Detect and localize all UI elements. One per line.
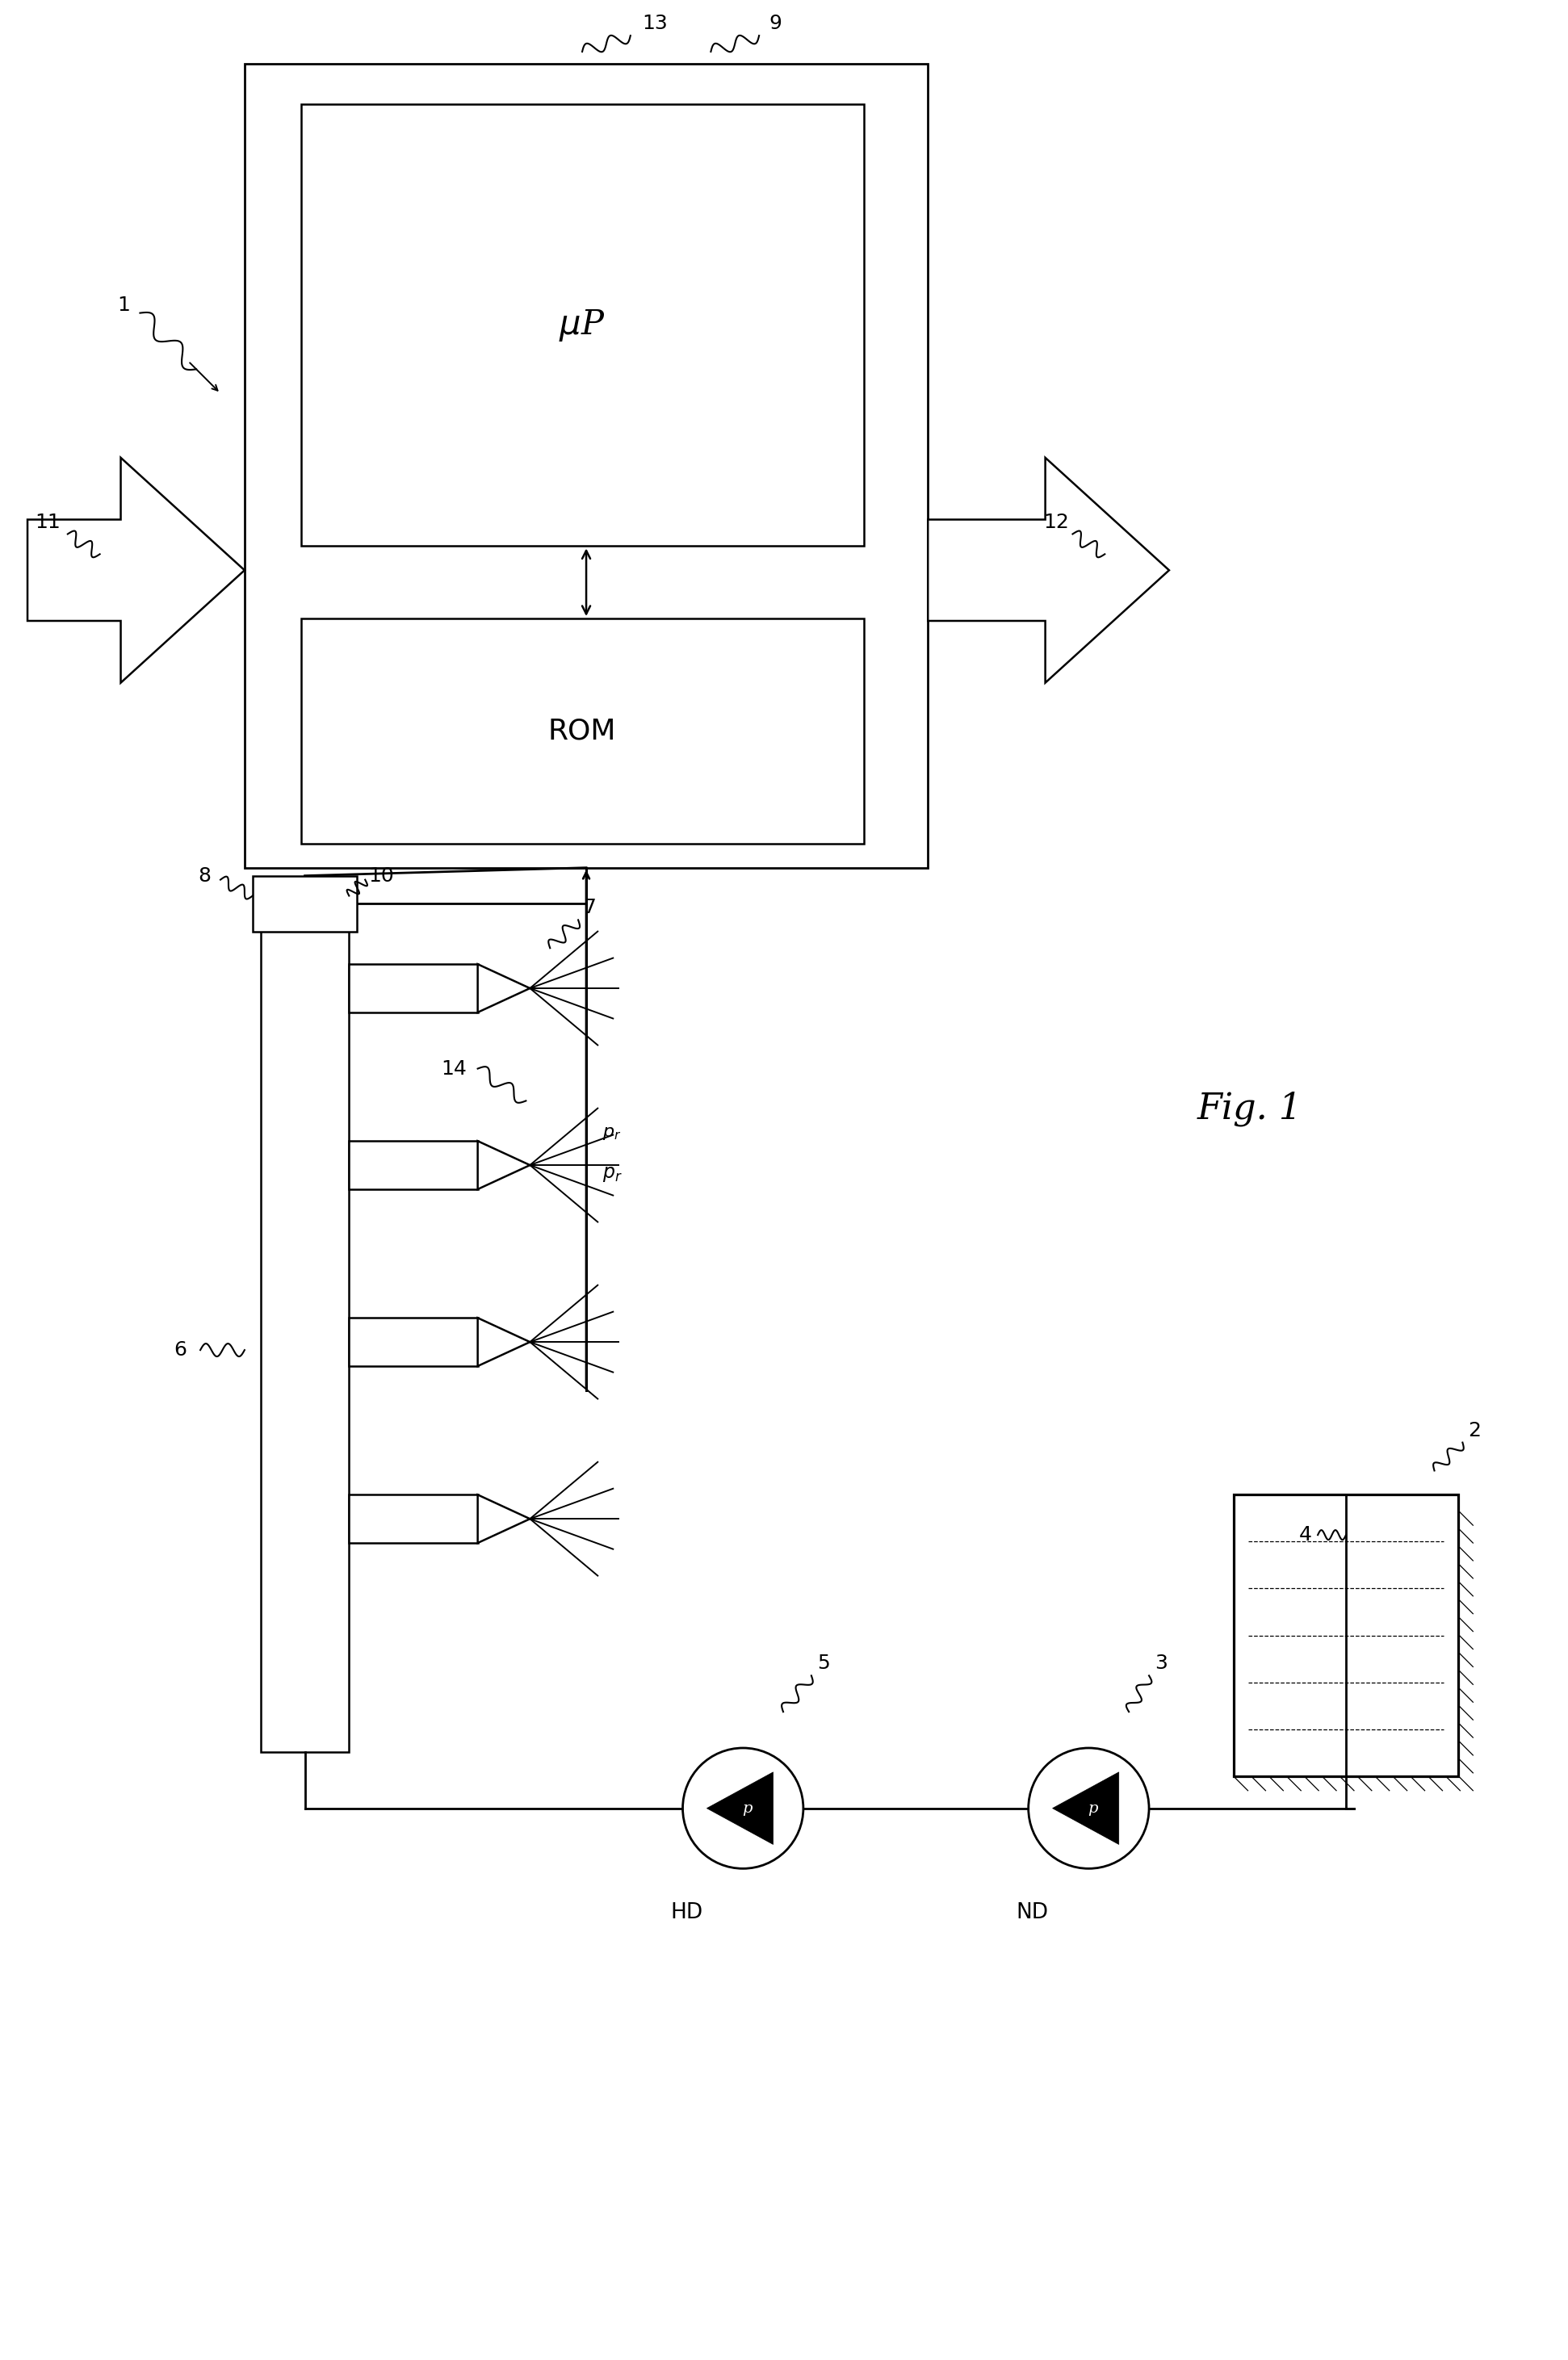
Bar (301, 618, 864, 843)
Text: $p_r$: $p_r$ (602, 1123, 621, 1142)
Circle shape (1029, 1749, 1149, 1869)
Polygon shape (478, 1494, 530, 1543)
Text: p: p (742, 1801, 753, 1815)
Text: 1: 1 (118, 295, 130, 314)
Text: 2: 2 (1468, 1421, 1482, 1440)
Bar (350, 1140, 478, 1189)
Polygon shape (478, 965, 530, 1012)
Bar (252, 876, 358, 932)
Polygon shape (1052, 1772, 1120, 1846)
Text: 11: 11 (34, 512, 61, 531)
Text: 4: 4 (1300, 1525, 1312, 1546)
Bar (350, 965, 478, 1012)
Text: ROM: ROM (549, 717, 616, 746)
Text: 6: 6 (174, 1340, 187, 1359)
Text: Fig. 1: Fig. 1 (1196, 1090, 1301, 1126)
Text: 14: 14 (441, 1060, 466, 1079)
Bar (350, 1317, 478, 1366)
Polygon shape (28, 458, 245, 682)
Polygon shape (478, 1317, 530, 1366)
Text: 13: 13 (641, 14, 668, 33)
Bar (260, 909, 350, 1751)
Text: 3: 3 (1154, 1654, 1168, 1673)
Bar (350, 1494, 478, 1543)
Bar (1234, 1494, 1458, 1777)
Text: p: p (1088, 1801, 1098, 1815)
Polygon shape (707, 1772, 773, 1846)
Text: $p_r$: $p_r$ (602, 1166, 622, 1185)
Polygon shape (928, 458, 1170, 682)
Text: 12: 12 (1044, 512, 1069, 531)
Text: 8: 8 (198, 866, 210, 885)
Text: 9: 9 (768, 14, 781, 33)
Text: $\mu$P: $\mu$P (558, 307, 605, 342)
Polygon shape (478, 1140, 530, 1189)
Text: 5: 5 (817, 1654, 829, 1673)
Circle shape (682, 1749, 803, 1869)
Text: HD: HD (671, 1902, 702, 1923)
Text: 10: 10 (368, 866, 394, 885)
Text: ND: ND (1016, 1902, 1049, 1923)
Bar (301, 104, 864, 545)
Bar (245, 64, 928, 868)
Text: 7: 7 (583, 899, 597, 918)
